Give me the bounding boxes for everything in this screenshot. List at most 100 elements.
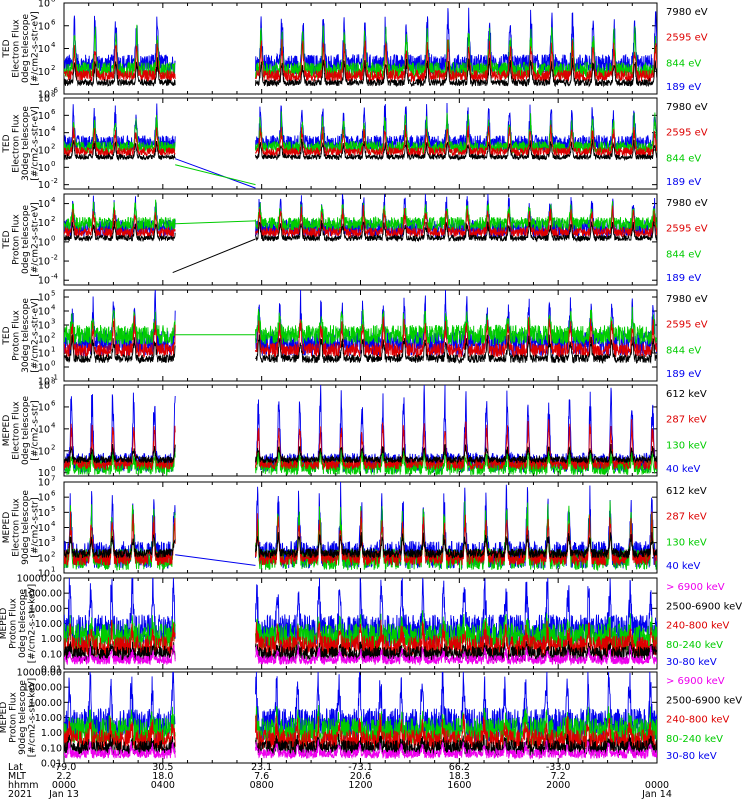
y-tick-label: 10: [38, 381, 50, 392]
series-trace: [64, 39, 657, 83]
legend-entry: 844 eV: [666, 345, 701, 356]
y-tick-exponent: 4: [51, 196, 56, 204]
x-tick-label: 18.3: [449, 771, 470, 782]
y-tick-label: 1.00: [41, 728, 62, 739]
y-tick-exponent: -4: [51, 273, 59, 281]
x-axis-row-label: MLT: [8, 771, 26, 782]
legend-entry: 189 eV: [666, 273, 701, 284]
panel-data: [64, 102, 657, 189]
y-axis-label-line: Proton Flux: [11, 310, 21, 361]
y-tick-label: 0.10: [41, 649, 62, 660]
y-tick-label: 10: [38, 363, 50, 374]
y-axis-label-line: Proton Flux: [8, 598, 18, 649]
y-axis-label-line: Electron Flux: [11, 19, 21, 78]
y-tick-label: 10: [38, 349, 50, 360]
series-trace: [64, 443, 657, 465]
y-axis-label-line: [#/cm2-s-str-eV]: [30, 202, 40, 277]
y-tick-label: 10000.00: [17, 668, 62, 679]
y-axis-label-line: MEPED: [2, 512, 12, 544]
y-tick-exponent: 5: [51, 290, 55, 298]
y-axis-label-line: MEPED: [0, 702, 9, 734]
y-tick-exponent: 8: [51, 0, 55, 4]
series-trace: [64, 194, 657, 239]
legend-entry: 189 eV: [666, 177, 701, 188]
legend-entry: > 6900 keV: [666, 676, 725, 687]
x-tick-label: 18.0: [152, 771, 173, 782]
y-tick-exponent: 4: [51, 304, 56, 312]
y-axis-label-line: 90deg telescope: [21, 490, 31, 565]
legend-entry: 844 eV: [666, 58, 701, 69]
y-tick-exponent: 4: [51, 520, 56, 528]
y-axis-label-line: Electron Flux: [11, 498, 21, 557]
series-trace: [64, 111, 657, 156]
y-axis-label-line: 0deg telescope: [21, 205, 31, 275]
y-tick-label: 10: [38, 111, 50, 122]
series-trace: [64, 102, 657, 152]
series-trace: [64, 644, 657, 666]
y-tick-label: 0.10: [41, 743, 62, 754]
y-tick-label: 10: [38, 67, 50, 78]
y-tick-exponent: 2: [51, 443, 55, 451]
y-tick-exponent: 8: [51, 378, 55, 386]
series-trace: [64, 531, 657, 560]
x-tick-label: 0800: [250, 780, 274, 791]
legend-entry: 612 keV: [666, 389, 707, 400]
legend-entry: 287 keV: [666, 512, 707, 523]
y-tick-label: 10: [38, 199, 50, 210]
y-tick-label: 10.00: [35, 713, 62, 724]
gap-line: [175, 158, 256, 189]
y-axis-label: TED Proton Flux 30deg telescope [#/cm2-s-st…: [2, 298, 41, 373]
y-tick-label: 10: [38, 377, 50, 388]
legend-entry: 2595 eV: [666, 33, 708, 44]
y-tick-exponent: -1: [51, 374, 58, 382]
y-tick-label: 10: [38, 538, 50, 549]
y-tick-exponent: 2: [51, 332, 55, 340]
x-tick-label: 23.1: [251, 762, 272, 773]
legend-entry: 240-800 keV: [666, 621, 730, 632]
y-tick-label: 1000.00: [23, 683, 62, 694]
legend-entry: 30-80 keV: [666, 657, 717, 668]
legend-entry: 240-800 keV: [666, 715, 730, 726]
legend-entry: 2500-6900 keV: [666, 601, 742, 612]
y-tick-exponent: 6: [51, 108, 56, 116]
y-axis-label: MEPED Electron Flux 0deg telescope [#/cm2-s…: [2, 396, 41, 466]
y-axis-label-line: 0deg telescope: [21, 396, 31, 466]
y-tick-exponent: 4: [51, 41, 56, 49]
y-tick-label: 10: [38, 146, 50, 157]
y-tick-exponent: 2: [51, 550, 55, 558]
y-tick-label: 100.00: [29, 604, 62, 615]
x-tick-label: 2.2: [56, 771, 71, 782]
y-tick-label: 10: [38, 163, 50, 174]
series-trace: [64, 739, 657, 760]
y-axis-label-line: Proton Flux: [8, 692, 18, 743]
y-tick-label: 0.01: [41, 665, 62, 676]
y-tick-label: 10: [38, 276, 50, 287]
panel-data: [64, 482, 657, 572]
y-axis-label: MEPED Electron Flux 90deg telescope [#/cm2-…: [2, 490, 41, 565]
y-tick-label: 10: [38, 90, 50, 101]
panel-data: [64, 672, 657, 760]
y-tick-label: 10: [38, 553, 50, 564]
y-axis-label-line: TED: [2, 326, 12, 345]
legend-entry: 189 eV: [666, 82, 701, 93]
y-tick-label: 10: [38, 293, 50, 304]
x-tick-label: 0000: [52, 780, 76, 791]
y-tick-label: 10: [38, 446, 50, 457]
y-tick-label: 10: [38, 523, 50, 534]
series-trace: [64, 640, 657, 663]
legend-entry: 7980 eV: [666, 198, 708, 209]
legend-entry: 40 keV: [666, 561, 700, 572]
gap-line: [175, 220, 256, 225]
y-axis-label-line: 0deg telescope: [21, 14, 31, 84]
x-tick-label: -33.0: [546, 762, 571, 773]
y-tick-label: 10: [38, 180, 50, 191]
y-tick-exponent: 6: [51, 18, 56, 26]
legend-entry: 7980 eV: [666, 7, 708, 18]
legend-entry: 189 eV: [666, 369, 701, 380]
y-tick-label: 10: [38, 21, 50, 32]
y-tick-exponent: 5: [51, 505, 55, 513]
